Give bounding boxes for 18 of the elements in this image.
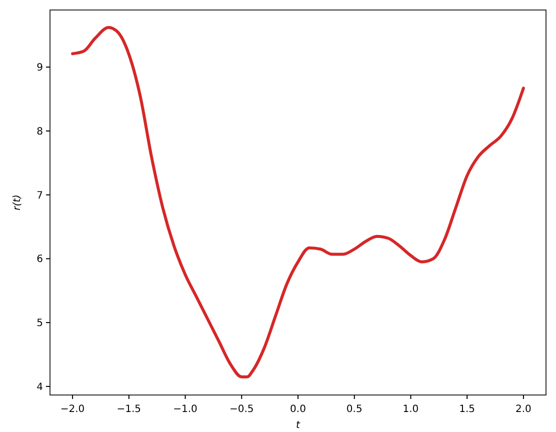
y-tick-label: 4: [36, 382, 43, 393]
x-tick-label: −0.5: [229, 404, 254, 415]
x-tick-label: 1.5: [459, 404, 476, 415]
x-tick-label: 0.5: [346, 404, 362, 415]
x-tick-label: −1.5: [116, 404, 142, 415]
y-tick-label: 9: [36, 62, 43, 74]
y-tick-label: 7: [36, 190, 43, 202]
x-tick-label: 1.0: [402, 404, 419, 415]
y-tick-label: 8: [36, 126, 43, 138]
y-axis-title: r(t): [12, 194, 23, 210]
x-tick-label: −2.0: [60, 404, 85, 415]
y-tick-label: 5: [36, 318, 43, 330]
x-tick-label: 2.0: [516, 404, 532, 415]
x-tick-label: 0.0: [290, 404, 306, 415]
x-tick-label: −1.0: [173, 404, 198, 415]
line-series: [71, 26, 525, 378]
y-tick-label: 6: [36, 254, 43, 266]
x-axis-title: t: [296, 420, 302, 431]
